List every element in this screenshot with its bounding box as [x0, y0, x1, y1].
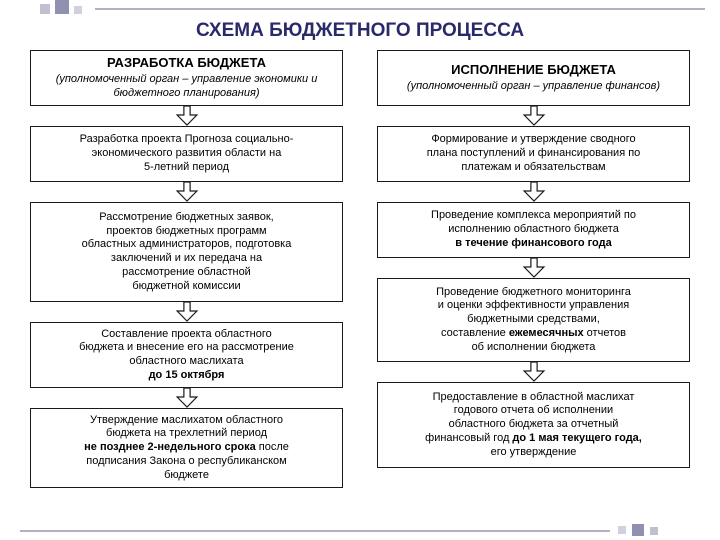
slide-decoration-top: [0, 0, 720, 18]
right-step-3: Проведение бюджетного мониторингаи оценк…: [377, 278, 690, 362]
arrow-down-icon: [30, 106, 343, 126]
arrow-down-icon: [30, 388, 343, 408]
left-step-1: Разработка проекта Прогноза социально-эк…: [30, 126, 343, 182]
left-header-title: РАЗРАБОТКА БЮДЖЕТА: [37, 55, 336, 71]
arrow-down-icon: [377, 258, 690, 278]
diagram-title: СХЕМА БЮДЖЕТНОГО ПРОЦЕССА: [0, 20, 720, 42]
right-header-subtitle: (уполномоченный орган – управление финан…: [384, 80, 683, 94]
left-step-3: Составление проекта областногобюджета и …: [30, 322, 343, 388]
right-column: ИСПОЛНЕНИЕ БЮДЖЕТА (уполномоченный орган…: [377, 50, 690, 520]
left-header-subtitle: (уполномоченный орган – управление эконо…: [37, 73, 336, 101]
right-header-title: ИСПОЛНЕНИЕ БЮДЖЕТА: [384, 62, 683, 78]
right-step-1: Формирование и утверждение сводногоплана…: [377, 126, 690, 182]
arrow-down-icon: [30, 302, 343, 322]
arrow-down-icon: [377, 362, 690, 382]
arrow-down-icon: [377, 106, 690, 126]
right-step-4: Предоставление в областной маслихатгодов…: [377, 382, 690, 468]
left-column: РАЗРАБОТКА БЮДЖЕТА (уполномоченный орган…: [30, 50, 343, 520]
right-step-2: Проведение комплекса мероприятий поиспол…: [377, 202, 690, 258]
arrow-down-icon: [30, 182, 343, 202]
flowchart: РАЗРАБОТКА БЮДЖЕТА (уполномоченный орган…: [30, 50, 690, 520]
left-header-box: РАЗРАБОТКА БЮДЖЕТА (уполномоченный орган…: [30, 50, 343, 106]
left-step-2: Рассмотрение бюджетных заявок,проектов б…: [30, 202, 343, 302]
arrow-down-icon: [377, 182, 690, 202]
slide-decoration-bottom: [0, 524, 720, 538]
left-step-4: Утверждение маслихатом областногобюджета…: [30, 408, 343, 488]
right-header-box: ИСПОЛНЕНИЕ БЮДЖЕТА (уполномоченный орган…: [377, 50, 690, 106]
